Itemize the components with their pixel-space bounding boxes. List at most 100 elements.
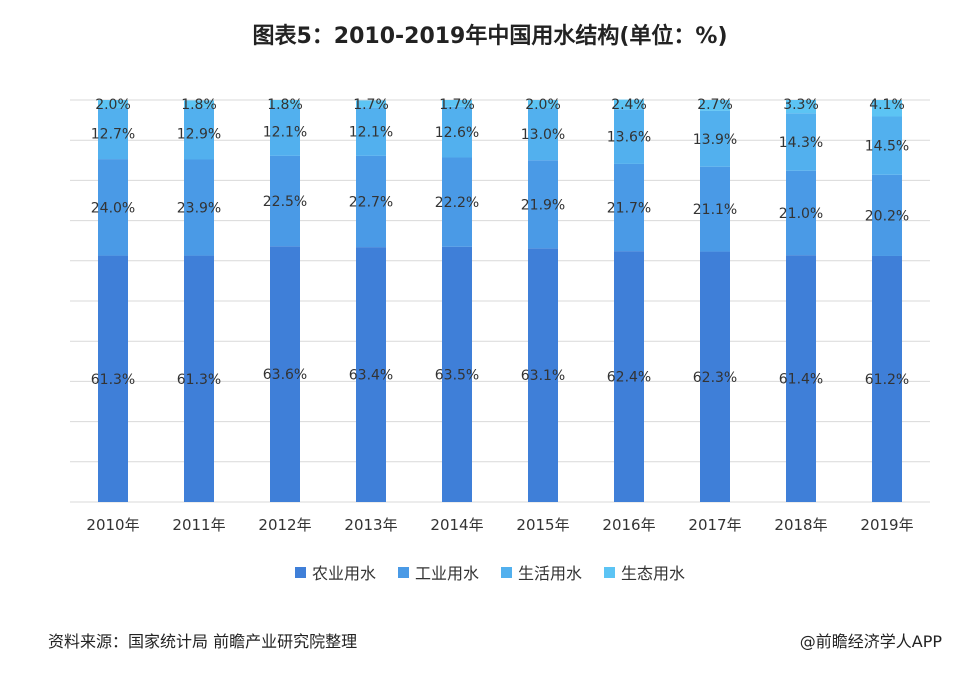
data-label: 63.5% xyxy=(435,367,479,383)
data-label: 63.1% xyxy=(521,368,565,384)
bar-segment xyxy=(184,159,214,256)
data-label: 14.5% xyxy=(865,139,909,155)
data-label: 14.3% xyxy=(779,135,823,151)
bar-segment xyxy=(442,157,472,247)
data-label: 61.2% xyxy=(865,372,909,388)
data-label: 22.2% xyxy=(435,195,479,211)
bar-segment xyxy=(356,155,386,248)
bar-segment xyxy=(700,100,730,111)
bar-segment xyxy=(700,110,730,167)
bar-segment xyxy=(786,100,816,114)
chart-title: 图表5：2010-2019年中国用水结构(单位：%) xyxy=(252,24,728,49)
x-tick-label: 2014年 xyxy=(430,516,483,534)
bar-segment xyxy=(700,251,730,502)
data-label: 21.7% xyxy=(607,201,651,217)
data-label: 1.7% xyxy=(439,97,475,113)
x-tick-label: 2010年 xyxy=(86,516,139,534)
data-label: 23.9% xyxy=(177,201,221,217)
bar-segment xyxy=(270,100,300,108)
data-label: 12.1% xyxy=(263,125,307,141)
bar-segment xyxy=(356,107,386,156)
x-tick-label: 2018年 xyxy=(774,516,827,534)
data-label: 20.2% xyxy=(865,208,909,224)
legend-label: 工业用水 xyxy=(414,564,479,583)
bars xyxy=(98,99,902,502)
bar-segment xyxy=(270,246,300,502)
data-label: 63.6% xyxy=(263,367,307,383)
bar-segment xyxy=(98,108,128,160)
data-label: 61.4% xyxy=(779,372,823,388)
x-tick-label: 2012年 xyxy=(258,516,311,534)
bar-segment xyxy=(442,100,472,107)
legend-swatch xyxy=(604,566,616,578)
data-label: 1.8% xyxy=(181,97,217,113)
data-label: 2.7% xyxy=(697,97,733,113)
data-label: 63.4% xyxy=(349,368,393,384)
data-label: 12.6% xyxy=(435,125,479,141)
data-label: 13.9% xyxy=(693,132,737,148)
data-label: 13.0% xyxy=(521,127,565,143)
bar-segment xyxy=(98,255,128,502)
bar-segment xyxy=(184,255,214,502)
bar-segment xyxy=(184,100,214,108)
legend-label: 生活用水 xyxy=(518,564,583,583)
data-labels: 61.3% 24.0% 12.7% 2.0% 61.3% 23.9% 12.9% 1.8% 63… xyxy=(91,97,909,388)
data-label: 62.4% xyxy=(607,370,651,386)
legend-swatch xyxy=(501,566,512,578)
bar-segment xyxy=(528,248,558,502)
bar-segment xyxy=(786,255,816,502)
data-label: 22.7% xyxy=(349,195,393,211)
data-label: 24.0% xyxy=(91,200,135,216)
brand-credit: @前瞻经济学人APP xyxy=(799,632,942,651)
source-note: 资料来源：国家统计局 前瞻产业研究院整理 xyxy=(48,632,358,651)
data-label: 62.3% xyxy=(693,370,737,386)
data-label: 21.9% xyxy=(521,197,565,213)
bar-segment xyxy=(786,113,816,171)
data-label: 1.7% xyxy=(353,97,389,113)
bar-segment xyxy=(872,174,902,256)
legend-label: 农业用水 xyxy=(311,564,376,583)
x-tick-label: 2016年 xyxy=(602,516,655,534)
bar-segment xyxy=(872,116,902,175)
bar-segment xyxy=(98,159,128,256)
bar-segment xyxy=(528,100,558,109)
data-label: 12.1% xyxy=(349,125,393,141)
legend-item: 工业用水 xyxy=(397,560,479,584)
data-label: 21.1% xyxy=(693,202,737,218)
bar-segment xyxy=(872,100,902,117)
bar-segment xyxy=(786,170,816,256)
bar-segment xyxy=(356,100,386,108)
stacked-bar-chart: 61.3% 24.0% 12.7% 2.0% 61.3% 23.9% 12.9% 1.8% 63… xyxy=(70,97,930,534)
legend-swatch xyxy=(294,566,306,578)
data-label: 2.4% xyxy=(611,97,647,113)
bar-segment xyxy=(528,108,558,161)
data-label: 3.3% xyxy=(783,97,819,113)
data-label: 12.7% xyxy=(91,127,135,143)
legend-item: 生活用水 xyxy=(501,560,582,584)
data-label: 61.3% xyxy=(91,372,135,388)
data-label: 4.1% xyxy=(869,97,905,113)
x-tick-label: 2013年 xyxy=(344,516,397,534)
bar-segment xyxy=(614,109,644,164)
data-label: 12.9% xyxy=(177,127,221,143)
legend-label: 生态用水 xyxy=(621,564,686,583)
bar-segment xyxy=(614,163,644,252)
bar-segment xyxy=(270,107,300,156)
bar-segment xyxy=(98,100,128,109)
legend: 农业用水 工业用水 生活用水 生态用水 xyxy=(0,560,980,584)
x-tick-label: 2017年 xyxy=(688,516,741,534)
data-label: 2.0% xyxy=(95,97,131,113)
x-axis-ticks: 2010年 2011年 2012年 2013年 2014年 2015年 2016年 2017年… xyxy=(86,516,913,534)
bar-segment xyxy=(442,106,472,158)
bar-segment xyxy=(700,166,730,252)
data-label: 13.6% xyxy=(607,130,651,146)
bar-segment xyxy=(614,251,644,502)
bar-segment xyxy=(270,155,300,247)
data-label: 2.0% xyxy=(525,97,561,113)
x-tick-label: 2011年 xyxy=(172,516,225,534)
bar-segment xyxy=(528,160,558,249)
legend-swatch xyxy=(397,566,409,578)
bar-segment xyxy=(442,246,472,502)
legend-item: 农业用水 xyxy=(294,560,376,584)
bar-segment xyxy=(356,247,386,502)
